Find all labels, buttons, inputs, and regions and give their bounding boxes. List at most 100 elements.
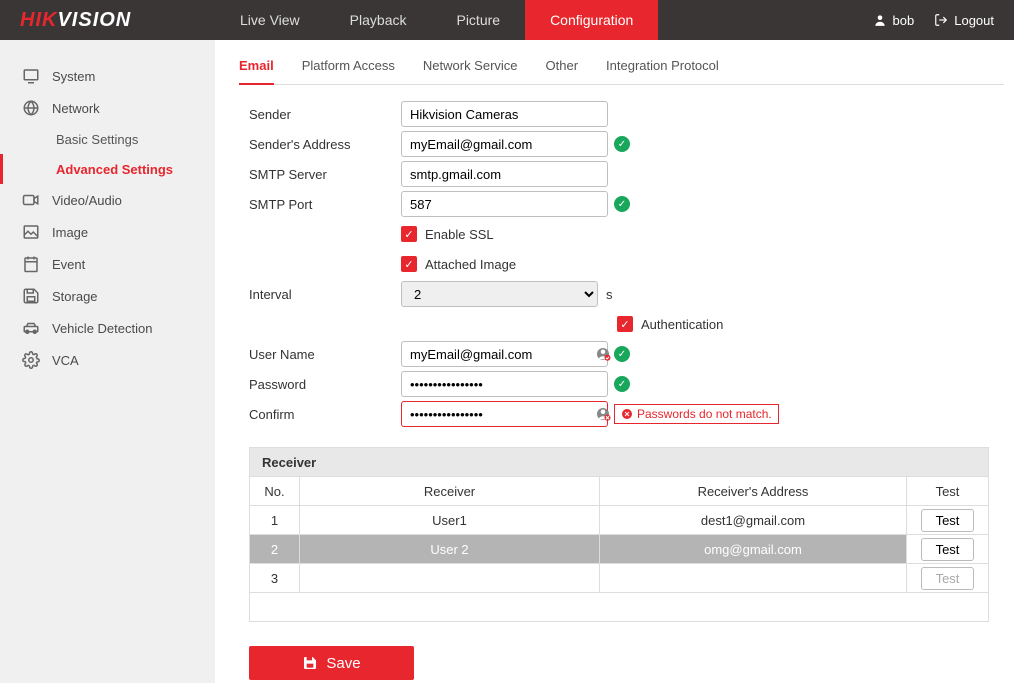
interval-unit: s bbox=[606, 287, 613, 302]
authentication-checkbox[interactable]: ✓ Authentication bbox=[617, 316, 723, 332]
confirm-label: Confirm bbox=[249, 407, 401, 422]
receiver-table: Receiver No. Receiver Receiver's Address… bbox=[249, 447, 989, 622]
password-label: Password bbox=[249, 377, 401, 392]
receiver-title: Receiver bbox=[250, 448, 989, 477]
sidebar-item-network[interactable]: Network bbox=[0, 92, 215, 124]
vehicle-icon bbox=[22, 319, 40, 337]
test-button[interactable]: Test bbox=[921, 509, 975, 532]
error-icon bbox=[621, 408, 633, 420]
enable-ssl-label: Enable SSL bbox=[425, 227, 494, 242]
tab-platform-access[interactable]: Platform Access bbox=[302, 58, 395, 84]
cell-name[interactable]: User 2 bbox=[300, 535, 600, 564]
sidebar-item-vehicle-detection[interactable]: Vehicle Detection bbox=[0, 312, 215, 344]
check-icon: ✓ bbox=[614, 136, 630, 152]
sidebar-label: VCA bbox=[52, 353, 79, 368]
sidebar-item-system[interactable]: System bbox=[0, 60, 215, 92]
confirm-input[interactable] bbox=[401, 401, 608, 427]
check-icon: ✓ bbox=[614, 346, 630, 362]
sender-address-label: Sender's Address bbox=[249, 137, 401, 152]
sidebar-label: Image bbox=[52, 225, 88, 240]
interval-label: Interval bbox=[249, 287, 401, 302]
error-text: Passwords do not match. bbox=[637, 407, 772, 421]
image-icon bbox=[22, 223, 40, 241]
cell-no: 2 bbox=[250, 535, 300, 564]
col-test: Test bbox=[907, 477, 989, 506]
test-button[interactable]: Test bbox=[921, 567, 975, 590]
cell-name[interactable]: User1 bbox=[300, 506, 600, 535]
save-button[interactable]: Save bbox=[249, 646, 414, 680]
sidebar-label: Vehicle Detection bbox=[52, 321, 152, 336]
nav-picture[interactable]: Picture bbox=[431, 0, 525, 40]
smtp-server-input[interactable] bbox=[401, 161, 608, 187]
smtp-port-input[interactable] bbox=[401, 191, 608, 217]
logout-icon bbox=[934, 13, 948, 27]
password-input[interactable] bbox=[401, 371, 608, 397]
keychain-error-icon[interactable] bbox=[594, 405, 612, 423]
brand-logo: HIKVISION bbox=[0, 9, 215, 32]
password-error-box: Passwords do not match. bbox=[614, 404, 779, 424]
checkbox-icon: ✓ bbox=[401, 226, 417, 242]
tab-network-service[interactable]: Network Service bbox=[423, 58, 518, 84]
sidebar-item-storage[interactable]: Storage bbox=[0, 280, 215, 312]
col-no: No. bbox=[250, 477, 300, 506]
enable-ssl-checkbox[interactable]: ✓ Enable SSL bbox=[401, 226, 494, 242]
sidebar: System Network Basic Settings Advanced S… bbox=[0, 40, 215, 683]
attached-image-checkbox[interactable]: ✓ Attached Image bbox=[401, 256, 516, 272]
keychain-icon[interactable] bbox=[594, 345, 612, 363]
logout-button[interactable]: Logout bbox=[934, 13, 994, 28]
tab-other[interactable]: Other bbox=[546, 58, 579, 84]
save-icon bbox=[302, 655, 318, 671]
check-icon: ✓ bbox=[614, 196, 630, 212]
vca-icon bbox=[22, 351, 40, 369]
nav-live-view[interactable]: Live View bbox=[215, 0, 325, 40]
smtp-port-label: SMTP Port bbox=[249, 197, 401, 212]
event-icon bbox=[22, 255, 40, 273]
email-form: Sender Sender's Address ✓ SMTP Server SM… bbox=[239, 85, 1004, 680]
table-row[interactable]: 2 User 2 omg@gmail.com Test bbox=[250, 535, 989, 564]
username-input[interactable] bbox=[401, 341, 608, 367]
cell-addr[interactable]: omg@gmail.com bbox=[600, 535, 907, 564]
interval-select[interactable]: 2 bbox=[401, 281, 598, 307]
user-icon bbox=[873, 13, 887, 27]
table-row[interactable]: 3 Test bbox=[250, 564, 989, 593]
save-label: Save bbox=[326, 655, 360, 672]
user-menu[interactable]: bob bbox=[873, 13, 915, 28]
sender-label: Sender bbox=[249, 107, 401, 122]
sender-address-input[interactable] bbox=[401, 131, 608, 157]
network-icon bbox=[22, 99, 40, 117]
sidebar-label: System bbox=[52, 69, 95, 84]
sidebar-label: Storage bbox=[52, 289, 98, 304]
top-nav: Live View Playback Picture Configuration bbox=[215, 0, 658, 40]
test-button[interactable]: Test bbox=[921, 538, 975, 561]
sidebar-item-video-audio[interactable]: Video/Audio bbox=[0, 184, 215, 216]
checkbox-icon: ✓ bbox=[401, 256, 417, 272]
sidebar-label: Video/Audio bbox=[52, 193, 122, 208]
nav-configuration[interactable]: Configuration bbox=[525, 0, 658, 40]
col-address: Receiver's Address bbox=[600, 477, 907, 506]
sidebar-item-vca[interactable]: VCA bbox=[0, 344, 215, 376]
cell-addr[interactable] bbox=[600, 564, 907, 593]
sidebar-sub-advanced-settings[interactable]: Advanced Settings bbox=[0, 154, 215, 184]
sidebar-sub-basic-settings[interactable]: Basic Settings bbox=[0, 124, 215, 154]
check-icon: ✓ bbox=[614, 376, 630, 392]
col-receiver: Receiver bbox=[300, 477, 600, 506]
checkbox-icon: ✓ bbox=[617, 316, 633, 332]
cell-no: 1 bbox=[250, 506, 300, 535]
sidebar-label: Network bbox=[52, 101, 100, 116]
system-icon bbox=[22, 67, 40, 85]
username-label: User Name bbox=[249, 347, 401, 362]
nav-playback[interactable]: Playback bbox=[325, 0, 432, 40]
sidebar-item-image[interactable]: Image bbox=[0, 216, 215, 248]
table-row[interactable]: 1 User1 dest1@gmail.com Test bbox=[250, 506, 989, 535]
tab-email[interactable]: Email bbox=[239, 58, 274, 85]
cell-name[interactable] bbox=[300, 564, 600, 593]
attached-image-label: Attached Image bbox=[425, 257, 516, 272]
cell-no: 3 bbox=[250, 564, 300, 593]
username-label: bob bbox=[893, 13, 915, 28]
smtp-server-label: SMTP Server bbox=[249, 167, 401, 182]
cell-addr[interactable]: dest1@gmail.com bbox=[600, 506, 907, 535]
main-container: System Network Basic Settings Advanced S… bbox=[0, 40, 1014, 683]
sender-input[interactable] bbox=[401, 101, 608, 127]
tab-integration-protocol[interactable]: Integration Protocol bbox=[606, 58, 719, 84]
sidebar-item-event[interactable]: Event bbox=[0, 248, 215, 280]
